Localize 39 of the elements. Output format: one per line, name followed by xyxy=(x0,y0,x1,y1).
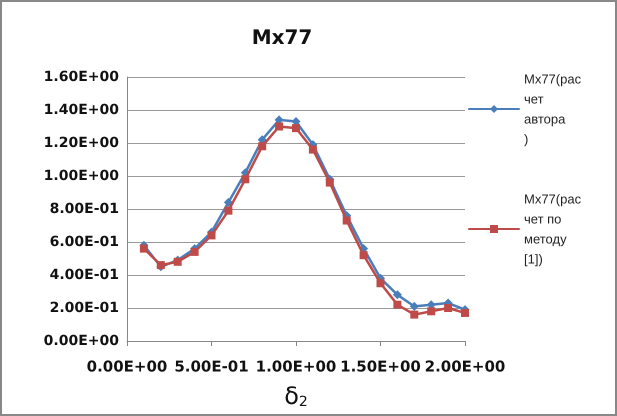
point xyxy=(342,216,351,225)
point xyxy=(427,307,436,316)
point xyxy=(326,178,334,187)
y-tick-label: 1.40E+00 xyxy=(44,102,120,118)
x-tick-label: 2.00E+00 xyxy=(424,358,506,376)
legend-label: Mx77(расчет по методу [1]) xyxy=(524,192,582,266)
point xyxy=(292,124,300,132)
point xyxy=(410,302,419,311)
point xyxy=(275,122,284,130)
x-axis-title: δ2 xyxy=(284,382,308,410)
point xyxy=(392,290,402,300)
y-tick-label: 1.20E+00 xyxy=(44,135,120,151)
point xyxy=(258,142,266,150)
y-tick-label: 2.00E-01 xyxy=(50,300,119,316)
y-tick-label: 4.00E-01 xyxy=(50,267,119,283)
y-tick-label: 0.00E+00 xyxy=(44,333,120,349)
y-tick-label: 1.60E+00 xyxy=(44,69,120,85)
chart-title: Mx77 xyxy=(252,25,312,49)
point xyxy=(241,175,250,184)
point xyxy=(308,146,317,154)
point xyxy=(224,198,233,207)
y-tick-label: 6.00E-01 xyxy=(50,234,119,250)
point xyxy=(360,251,368,260)
legend-label: Mx77(расчет автора) xyxy=(524,72,582,146)
y-tick-label: 1.00E+00 xyxy=(44,168,120,184)
x-tick-label: 0.00E+00 xyxy=(86,358,168,376)
point xyxy=(376,279,384,288)
point xyxy=(224,206,232,215)
point xyxy=(444,304,452,312)
x-tick-label: 1.50E+00 xyxy=(340,358,421,376)
y-tick-label: 8.00E-01 xyxy=(50,201,119,217)
point xyxy=(208,231,216,240)
point xyxy=(190,248,199,256)
point xyxy=(393,300,402,309)
point xyxy=(140,244,148,253)
x-tick-label: 5.00E-01 xyxy=(174,358,249,376)
point xyxy=(410,310,418,319)
point xyxy=(461,308,469,317)
x-tick-label: 1.00E+00 xyxy=(256,358,336,376)
